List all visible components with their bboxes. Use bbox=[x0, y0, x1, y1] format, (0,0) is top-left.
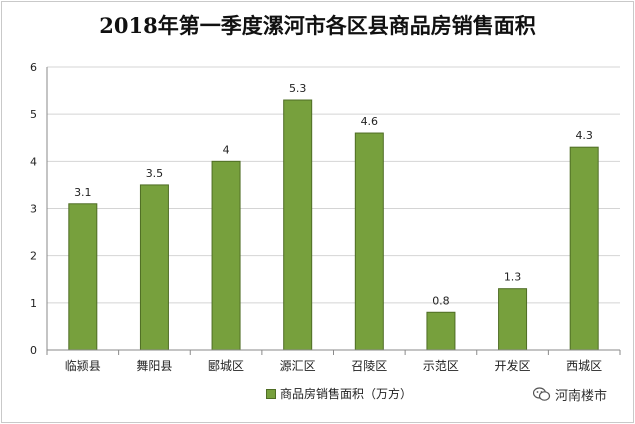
bar bbox=[354, 132, 384, 351]
axes bbox=[46, 67, 621, 355]
x-tick-label: 源汇区 bbox=[280, 359, 316, 373]
x-axis-tick-labels: 临颍县 舞阳县 郾城区 源汇区 召陵区 示范区 开发区 西城区 bbox=[65, 358, 602, 373]
data-label: 3.1 bbox=[74, 186, 92, 199]
y-tick-label: 6 bbox=[30, 61, 37, 74]
data-label: 4.6 bbox=[361, 115, 379, 128]
data-label: 0.8 bbox=[432, 294, 450, 307]
bar bbox=[139, 184, 169, 351]
bar bbox=[211, 160, 241, 351]
y-tick-label: 0 bbox=[30, 344, 37, 357]
y-tick-label: 5 bbox=[30, 108, 37, 121]
legend: 商品房销售面积（万方） bbox=[266, 385, 412, 402]
legend-swatch bbox=[266, 388, 276, 399]
data-label: 3.5 bbox=[146, 167, 164, 180]
x-tick-label: 召陵区 bbox=[351, 359, 387, 373]
chart-title: 2018年第一季度漯河市各区县商品房销售面积 bbox=[99, 13, 536, 38]
x-tick-label: 舞阳县 bbox=[136, 359, 172, 373]
y-axis-tick-labels: 0 1 2 3 4 5 6 bbox=[30, 61, 37, 357]
x-tick-label: 示范区 bbox=[423, 359, 459, 373]
bar bbox=[283, 99, 313, 351]
data-label: 4.3 bbox=[575, 129, 593, 142]
x-tick-label: 西城区 bbox=[566, 359, 602, 373]
bars bbox=[68, 99, 599, 351]
watermark: 河南楼市 bbox=[533, 385, 607, 404]
x-tick-label: 郾城区 bbox=[208, 359, 244, 373]
wechat-icon bbox=[533, 387, 551, 401]
y-tick-label: 4 bbox=[30, 155, 37, 168]
watermark-text: 河南楼市 bbox=[555, 389, 608, 404]
y-tick-label: 1 bbox=[30, 297, 37, 310]
data-label: 1.3 bbox=[504, 271, 522, 284]
bar bbox=[569, 146, 599, 351]
y-tick-label: 3 bbox=[30, 203, 37, 216]
bar bbox=[426, 311, 456, 351]
bar bbox=[68, 203, 98, 351]
x-tick-label: 临颍县 bbox=[65, 359, 101, 373]
data-label: 4 bbox=[223, 143, 230, 156]
legend-label: 商品房销售面积（万方） bbox=[280, 387, 413, 401]
data-label: 5.3 bbox=[289, 82, 307, 95]
x-tick-label: 开发区 bbox=[495, 358, 531, 373]
y-tick-label: 2 bbox=[30, 250, 37, 263]
data-labels: 3.1 3.5 4 5.3 4.6 0.8 1.3 4.3 bbox=[74, 82, 593, 307]
gridlines bbox=[47, 66, 620, 304]
bar bbox=[498, 288, 528, 351]
